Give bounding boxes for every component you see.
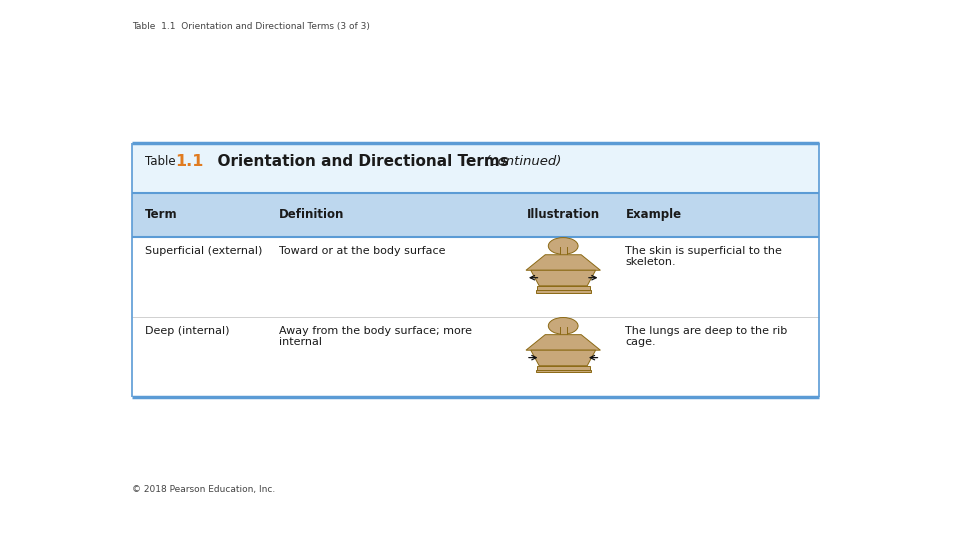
- Polygon shape: [537, 286, 589, 291]
- Text: Deep (internal): Deep (internal): [145, 326, 229, 336]
- Circle shape: [548, 238, 578, 254]
- FancyBboxPatch shape: [560, 327, 566, 335]
- Text: Toward or at the body surface: Toward or at the body surface: [278, 246, 445, 256]
- Polygon shape: [531, 270, 595, 286]
- Text: Illustration: Illustration: [527, 208, 600, 221]
- Polygon shape: [526, 335, 600, 350]
- Text: Table: Table: [145, 156, 180, 168]
- Text: Definition: Definition: [278, 208, 345, 221]
- Polygon shape: [526, 255, 600, 270]
- Text: Away from the body surface; more
internal: Away from the body surface; more interna…: [278, 326, 471, 347]
- FancyBboxPatch shape: [132, 317, 819, 397]
- Text: Orientation and Directional Terms: Orientation and Directional Terms: [207, 154, 509, 170]
- Polygon shape: [537, 366, 589, 370]
- FancyBboxPatch shape: [132, 193, 819, 237]
- Text: Term: Term: [145, 208, 178, 221]
- FancyBboxPatch shape: [132, 237, 819, 317]
- Polygon shape: [536, 370, 590, 373]
- FancyBboxPatch shape: [560, 247, 566, 255]
- Text: The skin is superficial to the
skeleton.: The skin is superficial to the skeleton.: [626, 246, 782, 267]
- Text: Table  1.1  Orientation and Directional Terms (3 of 3): Table 1.1 Orientation and Directional Te…: [132, 22, 371, 31]
- Polygon shape: [536, 291, 590, 293]
- Text: 1.1: 1.1: [176, 154, 204, 170]
- Text: Superficial (external): Superficial (external): [145, 246, 262, 256]
- Text: (continued): (continued): [481, 156, 562, 168]
- Polygon shape: [531, 350, 595, 366]
- FancyBboxPatch shape: [132, 143, 819, 193]
- Text: The lungs are deep to the rib
cage.: The lungs are deep to the rib cage.: [626, 326, 788, 347]
- Text: © 2018 Pearson Education, Inc.: © 2018 Pearson Education, Inc.: [132, 485, 276, 494]
- Text: Example: Example: [626, 208, 682, 221]
- Circle shape: [548, 318, 578, 334]
